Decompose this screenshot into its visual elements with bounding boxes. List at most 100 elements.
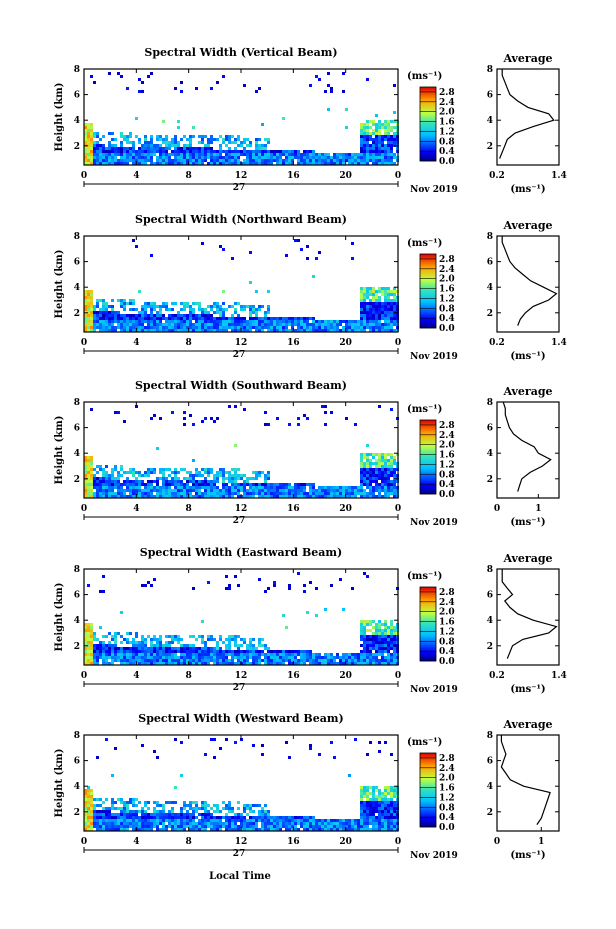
date-label: Nov 2019	[410, 352, 458, 362]
y-tick-label: 4	[74, 283, 80, 293]
profile-y-tick-label: 6	[487, 591, 493, 601]
profile-title: Average	[502, 385, 552, 398]
colorbar-tick-label: 2.8	[439, 754, 455, 764]
x-tick-label: 0	[395, 671, 401, 681]
heatmap-cells	[84, 405, 399, 498]
colorbar-tick-label: 2.4	[439, 431, 455, 441]
profile-x-label: (ms⁻¹)	[510, 517, 545, 528]
profile-y-tick-label: 6	[487, 757, 493, 767]
y-tick-label: 6	[74, 258, 80, 268]
x-tick-label: 0	[395, 504, 401, 514]
profile-line	[502, 401, 552, 492]
colorbar-tick-label: 0.4	[439, 480, 455, 490]
y-tick-label: 8	[74, 731, 80, 741]
y-tick-label: 8	[74, 65, 80, 75]
profile-y-tick-label: 8	[487, 232, 493, 242]
x-axis: 0 4 8 12 16 20 0	[81, 236, 401, 348]
y-axis: 2 4 6 8	[74, 398, 398, 485]
x-axis: 0 4 8 12 16 20 0	[81, 69, 401, 181]
x-tick-label: 20	[339, 171, 352, 181]
y-axis: 2 4 6 8	[74, 65, 398, 152]
colorbar: (ms⁻¹) 0.00.40.81.21.62.02.42.8	[407, 404, 455, 500]
x-tick-label: 0	[81, 171, 87, 181]
profile-x-tick-label: 0.2	[489, 671, 505, 681]
profile-y-tick-label: 4	[487, 449, 493, 459]
colorbar-tick-label: 0.4	[439, 314, 455, 324]
profile-y-tick-label: 8	[487, 565, 493, 575]
day-label: 27	[233, 516, 246, 526]
y-tick-label: 8	[74, 398, 80, 408]
colorbar-unit: (ms⁻¹)	[407, 404, 442, 415]
panel-title: Spectral Width (Southward Beam)	[135, 379, 347, 392]
profile-x-tick-label: 0	[494, 837, 500, 847]
colorbar-tick-label: 2.8	[439, 88, 455, 98]
colorbar-tick-label: 1.2	[439, 294, 455, 304]
average-profile: Average 2 4 6 8 0.2 1.4 (ms⁻¹)	[487, 219, 567, 362]
x-axis: 0 4 8 12 16 20 0	[81, 735, 401, 847]
x-tick-label: 0	[395, 338, 401, 348]
x-tick-label: 0	[81, 338, 87, 348]
y-tick-label: 6	[74, 91, 80, 101]
average-profile: Average 2 4 6 8 0.2 1.4 (ms⁻¹)	[487, 52, 567, 195]
y-axis: 2 4 6 8	[74, 565, 398, 652]
colorbar-tick-label: 0.8	[439, 137, 455, 147]
heatmap-cells	[84, 72, 399, 165]
colorbar-tick-label: 2.4	[439, 598, 455, 608]
day-label: 27	[233, 350, 246, 360]
x-tick-label: 0	[81, 671, 87, 681]
y-tick-label: 2	[74, 642, 80, 652]
x-tick-label: 20	[339, 338, 352, 348]
colorbar-tick-label: 0.4	[439, 813, 455, 823]
profile-y-tick-label: 2	[487, 142, 493, 152]
average-profile: Average 2 4 6 8 0 1 (ms⁻¹)	[487, 718, 560, 861]
x-tick-label: 12	[235, 171, 248, 181]
profile-title: Average	[502, 552, 552, 565]
colorbar-tick-label: 2.4	[439, 98, 455, 108]
date-label: Nov 2019	[410, 851, 458, 861]
colorbar-tick-label: 0.8	[439, 470, 455, 480]
profile-x-label: (ms⁻¹)	[510, 850, 545, 861]
panel-2: Spectral Width (Northward Beam) 2 4 6 8 Heigh…	[54, 213, 567, 362]
y-tick-label: 8	[74, 565, 80, 575]
y-axis-label: Height (km)	[54, 416, 65, 485]
profile-frame	[496, 68, 560, 166]
profile-line	[500, 735, 551, 825]
colorbar-tick-label: 2.0	[439, 608, 455, 618]
colorbar-tick-label: 2.0	[439, 108, 455, 118]
panel-title: Spectral Width (Northward Beam)	[135, 213, 347, 226]
colorbar-unit: (ms⁻¹)	[407, 737, 442, 748]
colorbar-tick-label: 2.4	[439, 764, 455, 774]
colorbar-tick-label: 0.8	[439, 803, 455, 813]
x-tick-label: 8	[186, 171, 192, 181]
x-tick-label: 0	[395, 171, 401, 181]
x-tick-label: 8	[186, 504, 192, 514]
profile-line	[501, 569, 558, 659]
colorbar-unit: (ms⁻¹)	[407, 71, 442, 82]
panel-title: Spectral Width (Westward Beam)	[138, 712, 343, 725]
x-tick-label: 4	[133, 671, 139, 681]
colorbar-unit: (ms⁻¹)	[407, 571, 442, 582]
profile-y-tick-label: 2	[487, 309, 493, 319]
date-label: Nov 2019	[410, 518, 458, 528]
colorbar-gradient	[419, 586, 437, 662]
x-axis: 0 4 8 12 16 20 0	[81, 402, 401, 514]
profile-line	[501, 236, 558, 326]
profile-x-tick-label: 0	[494, 504, 500, 514]
colorbar-gradient	[419, 419, 437, 495]
profile-y-tick-label: 6	[487, 91, 493, 101]
x-tick-label: 0	[81, 837, 87, 847]
y-tick-label: 4	[74, 782, 80, 792]
colorbar: (ms⁻¹) 0.00.40.81.21.62.02.42.8	[407, 737, 455, 833]
y-axis: 2 4 6 8	[74, 232, 398, 319]
colorbar-tick-label: 2.0	[439, 441, 455, 451]
profile-x-label: (ms⁻¹)	[510, 351, 545, 362]
colorbar-tick-label: 2.0	[439, 275, 455, 285]
profile-y-tick-label: 4	[487, 283, 493, 293]
profile-y-tick-label: 8	[487, 731, 493, 741]
y-axis-label: Height (km)	[54, 583, 65, 652]
colorbar-tick-label: 0.0	[439, 823, 455, 833]
x-axis-label: Local Time	[209, 871, 271, 882]
profile-frame	[496, 568, 560, 666]
colorbar-tick-label: 0.8	[439, 304, 455, 314]
